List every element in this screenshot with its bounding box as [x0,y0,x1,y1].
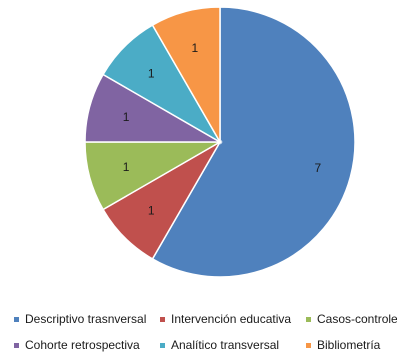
legend-swatch [306,316,311,322]
legend: Descriptivo trasnversal Intervención edu… [0,300,397,357]
legend-item-casos-controles: Casos-controles [306,312,397,326]
pie-data-label: 1 [191,41,198,55]
pie-slice [151,6,221,145]
legend-item-cohorte-retrospectiva: Cohorte retrospectiva [14,338,140,352]
pie-data-label: 7 [314,161,321,175]
pie-data-label: 1 [123,160,130,174]
pie-data-labels: 7 1 1 1 1 1 [123,41,322,218]
legend-swatch [14,342,19,348]
legend-item-analitico-transversal: Analítico transversal [160,338,279,352]
legend-item-intervencion-educativa: Intervención educativa [160,312,291,326]
legend-label: Intervención educativa [171,312,292,326]
pie-slices [84,6,356,278]
pie-data-label: 1 [148,204,155,218]
legend-swatch [14,316,19,322]
pie-data-label: 1 [123,110,130,124]
legend-item-descriptivo-trasnversal: Descriptivo trasnversal [14,312,146,326]
legend-label: Cohorte retrospectiva [25,338,140,352]
legend-label: Casos-controles [317,312,397,326]
legend-swatch [160,316,165,322]
legend-swatch [160,342,165,348]
legend-swatch [306,342,311,348]
pie-slice [151,6,356,278]
legend-label: Descriptivo trasnversal [25,312,147,326]
legend-item-bibliometria: Bibliometría [306,338,380,352]
pie-chart: 7 1 1 1 1 1 [84,6,356,278]
legend-label: Analítico transversal [171,338,280,352]
pie-data-label: 1 [148,66,155,80]
legend-label: Bibliometría [317,338,381,352]
